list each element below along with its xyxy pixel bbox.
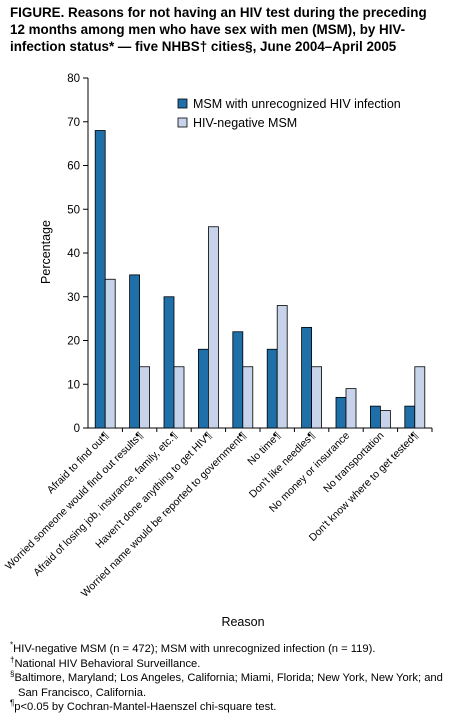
x-axis: Afraid to find out¶Worried someone would… xyxy=(3,427,433,600)
bar-hiv-negative xyxy=(414,366,426,429)
y-tick-label: 40 xyxy=(67,248,80,260)
footnote: §Baltimore, Maryland; Los Angeles, Calif… xyxy=(10,669,444,700)
bar-unrecognized xyxy=(369,405,381,429)
x-category-label: Afraid of losing job, insurance, family,… xyxy=(31,429,180,578)
legend-swatch xyxy=(177,117,188,128)
y-tick-label: 20 xyxy=(67,336,80,348)
y-tick-label: 50 xyxy=(67,204,80,216)
footnote-text: HIV-negative MSM (n = 472); MSM with unr… xyxy=(13,643,376,655)
bar-unrecognized xyxy=(266,348,278,429)
x-category-label: No transportation xyxy=(321,430,387,496)
y-tick-label: 80 xyxy=(67,73,80,85)
bar-hiv-negative xyxy=(207,226,219,429)
bar-hiv-negative xyxy=(379,410,391,429)
footnote-mark: † xyxy=(10,654,15,664)
bar-hiv-negative xyxy=(345,388,357,429)
x-category-label: Worried name would be reported to govern… xyxy=(79,429,249,599)
legend-label: HIV-negative MSM xyxy=(193,116,297,130)
bar-hiv-negative xyxy=(104,278,116,429)
legend-swatch xyxy=(177,98,188,109)
footnote-text: p<0.05 by Cochran-Mantel-Haenszel chi-sq… xyxy=(14,701,277,714)
bar-unrecognized xyxy=(404,405,416,429)
bar-unrecognized xyxy=(197,348,209,429)
y-axis: 0 10 20 30 40 50 60 70 80 xyxy=(67,73,89,435)
footnote: †National HIV Behavioral Surveillance. xyxy=(10,654,444,672)
bar-chart: 0 10 20 30 40 50 60 70 80 Afraid to find out¶Wor… xyxy=(3,73,433,629)
bar-hiv-negative xyxy=(276,305,288,429)
legend: MSM with unrecognized HIV infection HIV-n… xyxy=(177,97,401,130)
bar-unrecognized xyxy=(301,326,313,429)
bar-unrecognized xyxy=(129,274,141,429)
footnotes: *HIV-negative MSM (n = 472); MSM with un… xyxy=(10,640,444,715)
footnote-text: National HIV Behavioral Surveillance. xyxy=(14,657,201,670)
x-axis-title: Reason xyxy=(221,615,264,629)
bar-unrecognized xyxy=(94,130,106,429)
bar-hiv-negative xyxy=(311,366,323,429)
bar-unrecognized xyxy=(335,396,347,429)
bar-hiv-negative xyxy=(242,366,254,429)
footnote-mark: ¶ xyxy=(10,698,15,708)
footnote-mark: * xyxy=(10,640,14,650)
footnote: ¶p<0.05 by Cochran-Mantel-Haenszel chi-s… xyxy=(10,698,444,715)
bar-unrecognized xyxy=(163,296,175,429)
y-tick-label: 70 xyxy=(67,117,80,129)
y-tick-label: 0 xyxy=(74,423,80,435)
legend-label: MSM with unrecognized HIV infection xyxy=(193,97,401,111)
footnote-text: Baltimore, Maryland; Los Angeles, Califo… xyxy=(14,672,443,699)
footnote: *HIV-negative MSM (n = 472); MSM with un… xyxy=(10,640,444,657)
bar-hiv-negative xyxy=(173,366,185,429)
y-axis-title: Percentage xyxy=(39,220,53,284)
y-tick-label: 60 xyxy=(67,161,80,173)
bar-unrecognized xyxy=(232,331,244,429)
x-category-label: Afraid to find out¶ xyxy=(45,429,112,496)
y-tick-label: 30 xyxy=(67,292,80,304)
figure-title: FIGURE. Reasons for not having an HIV te… xyxy=(10,5,427,54)
bars xyxy=(94,130,426,429)
footnote-mark: § xyxy=(10,669,15,679)
bar-hiv-negative xyxy=(139,366,151,429)
y-tick-label: 10 xyxy=(67,379,80,391)
